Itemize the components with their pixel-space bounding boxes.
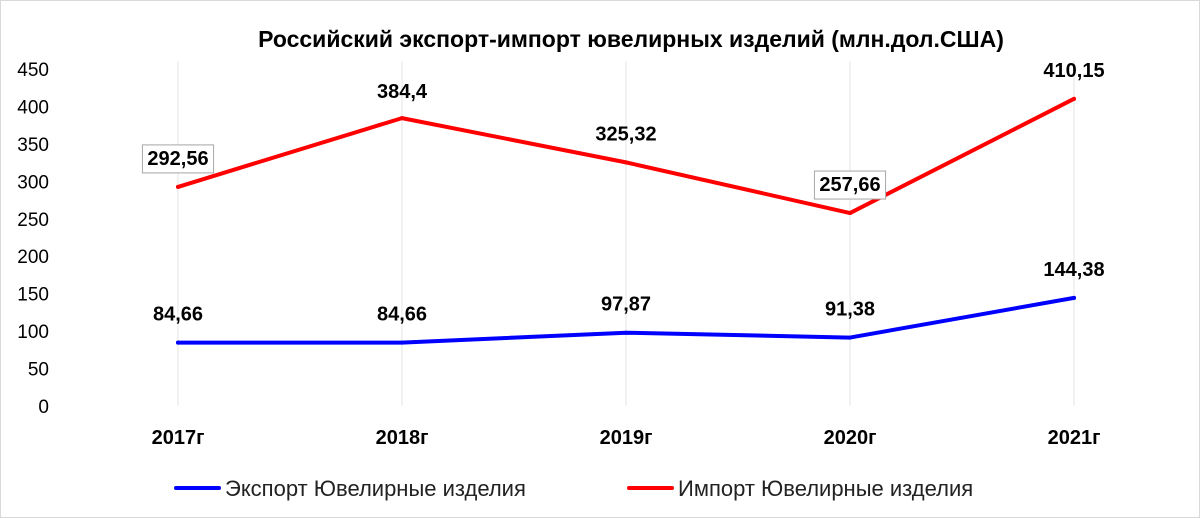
legend-label: Экспорт Ювелирные изделия	[225, 476, 526, 501]
data-point	[624, 330, 628, 335]
legend: Экспорт Ювелирные изделия Импорт Ювелирны…	[174, 476, 973, 501]
x-tick-label: 2017г	[152, 427, 205, 449]
data-label: 325,32	[595, 123, 656, 145]
data-point	[400, 340, 404, 345]
data-label: 292,56	[147, 148, 208, 170]
y-tick-label: 400	[17, 97, 49, 118]
data-point	[1072, 96, 1076, 101]
x-tick-label: 2020г	[824, 427, 877, 449]
gridlines	[177, 61, 1075, 406]
y-tick-label: 0	[38, 397, 49, 418]
x-tick-label: 2019г	[600, 427, 653, 449]
data-label: 144,38	[1043, 259, 1104, 281]
legend-label: Импорт Ювелирные изделия	[678, 476, 973, 501]
data-label-box	[813, 170, 887, 200]
data-point	[1072, 295, 1076, 300]
data-label: 410,15	[1043, 60, 1104, 82]
data-label: 84,66	[377, 304, 427, 326]
x-tick-label: 2021г	[1048, 427, 1101, 449]
x-axis: 2017г 2018г 2019г 2020г 2021г	[152, 427, 1101, 449]
data-point	[848, 335, 852, 340]
y-tick-label: 50	[28, 360, 49, 381]
chart-title: Российский экспорт-импорт ювелирных изде…	[258, 26, 1004, 52]
data-label: 91,38	[825, 299, 875, 321]
y-tick-label: 250	[17, 210, 49, 231]
y-tick-label: 450	[17, 60, 49, 81]
data-label: 97,87	[601, 294, 651, 316]
y-tick-label: 150	[17, 285, 49, 306]
x-tick-label: 2018г	[376, 427, 429, 449]
data-label: 384,4	[377, 81, 428, 103]
data-label: 84,66	[153, 304, 203, 326]
y-tick-label: 350	[17, 135, 49, 156]
series-lines	[176, 96, 1076, 345]
data-point	[624, 160, 628, 165]
data-point	[176, 184, 180, 189]
y-tick-label: 300	[17, 172, 49, 193]
data-label-box	[141, 144, 215, 174]
data-point	[176, 340, 180, 345]
data-point	[848, 211, 852, 216]
data-point	[400, 116, 404, 121]
y-tick-label: 100	[17, 322, 49, 343]
y-tick-label: 200	[17, 247, 49, 268]
data-labels: 84,66 84,66 97,87 91,38 144,38 292,56 384,4 325…	[141, 60, 1105, 326]
y-axis: 0 50 100 150 200 250 300 350 400 450	[17, 60, 49, 418]
data-label: 257,66	[819, 174, 880, 196]
